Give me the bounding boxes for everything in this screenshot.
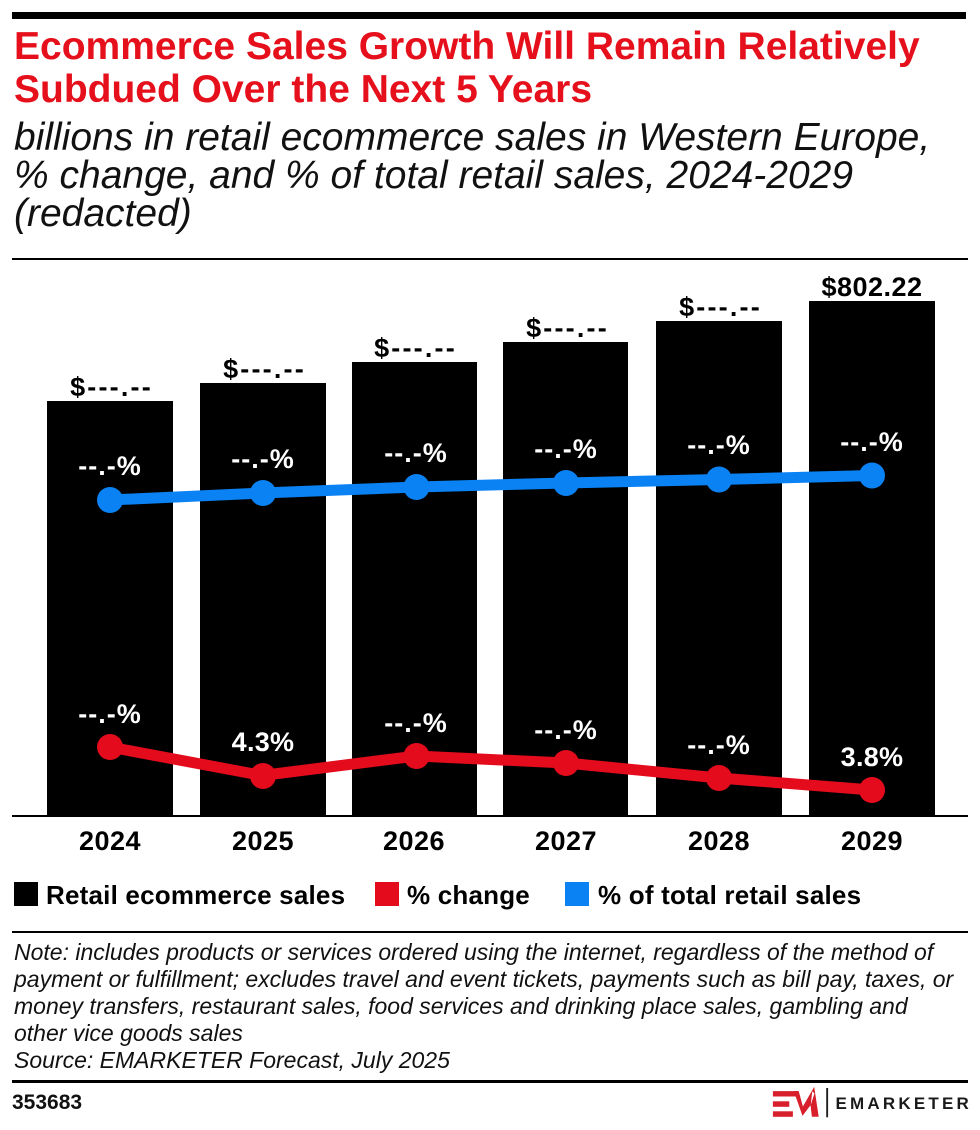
svg-text:$---.--: $---.--: [526, 313, 609, 343]
svg-text:$802.22: $802.22: [821, 272, 922, 302]
svg-text:2028: 2028: [688, 826, 750, 856]
svg-text:3.8%: 3.8%: [841, 742, 904, 772]
svg-text:2024: 2024: [79, 826, 141, 856]
svg-text:$---.--: $---.--: [374, 333, 457, 363]
svg-text:--.-%: --.-%: [231, 444, 294, 474]
svg-text:--.-%: --.-%: [687, 430, 750, 460]
svg-text:2026: 2026: [383, 826, 445, 856]
svg-text:--.-%: --.-%: [384, 438, 447, 468]
svg-text:2027: 2027: [535, 826, 597, 856]
svg-text:--.-%: --.-%: [78, 699, 141, 729]
svg-text:EMARKETER: EMARKETER: [836, 1094, 972, 1113]
svg-text:$---.--: $---.--: [679, 292, 762, 322]
svg-text:$---.--: $---.--: [223, 354, 306, 384]
svg-text:--.-%: --.-%: [534, 434, 597, 464]
svg-text:4.3%: 4.3%: [232, 727, 295, 757]
svg-text:--.-%: --.-%: [384, 708, 447, 738]
svg-text:2025: 2025: [232, 826, 294, 856]
svg-text:--.-%: --.-%: [534, 715, 597, 745]
svg-text:--.-%: --.-%: [840, 427, 903, 457]
svg-text:--.-%: --.-%: [687, 730, 750, 760]
svg-text:$---.--: $---.--: [70, 372, 153, 402]
svg-text:--.-%: --.-%: [78, 451, 141, 481]
svg-text:2029: 2029: [841, 826, 903, 856]
